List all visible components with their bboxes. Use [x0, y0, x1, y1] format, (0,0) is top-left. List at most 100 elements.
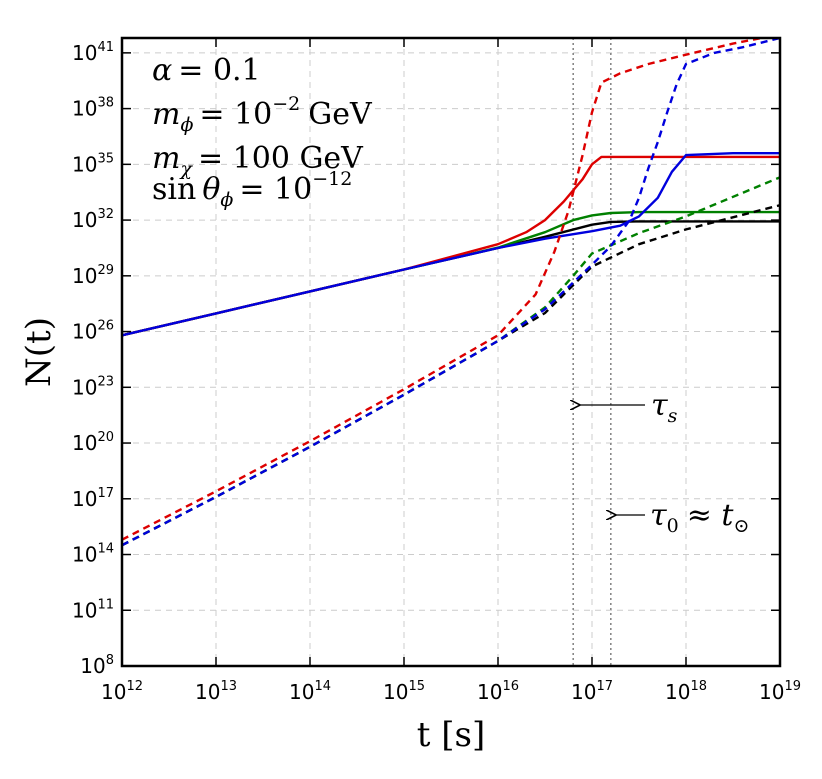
m-phi-equals: = 10: [199, 97, 272, 132]
m-phi-symbol: m: [152, 97, 180, 132]
plot-background: [122, 38, 780, 666]
y-tick-label: 1011: [72, 597, 114, 622]
tau-s-subscript: s: [668, 405, 678, 427]
x-tick-exponent: 12: [126, 679, 143, 694]
x-tick-base: 10: [665, 680, 690, 704]
y-tick-base: 10: [72, 431, 97, 455]
y-tick-base: 10: [72, 152, 97, 176]
x-tick-label: 1018: [665, 679, 707, 704]
x-tick-exponent: 14: [314, 679, 331, 694]
m-chi-subscript: χ: [178, 158, 193, 180]
series-line-green-dashed: [122, 176, 780, 547]
x-tick-exponent: 15: [408, 679, 425, 694]
x-tick-label: 1012: [101, 679, 143, 704]
x-tick-label: 1014: [289, 679, 331, 704]
x-tick-base: 10: [101, 680, 126, 704]
y-tick-label: 1020: [72, 430, 114, 455]
x-tick-exponent: 19: [784, 679, 801, 694]
annotation-m-chi: mχ = 100 GeV: [152, 141, 364, 180]
y-tick-base: 10: [80, 654, 105, 678]
y-tick-exponent: 38: [97, 96, 114, 111]
y-tick-exponent: 11: [97, 597, 114, 612]
y-tick-base: 10: [72, 264, 97, 288]
x-tick-label: 1015: [383, 679, 425, 704]
tau-0-subscript: 0: [667, 515, 679, 537]
x-tick-base: 10: [477, 680, 502, 704]
annotation-tau-s: τs: [651, 388, 678, 427]
y-tick-exponent: 8: [106, 653, 114, 668]
y-tick-base: 10: [72, 543, 97, 567]
tau-0-symbol: τ: [650, 498, 667, 533]
m-phi-unit: GeV: [308, 97, 373, 132]
x-tick-label: 1016: [477, 679, 519, 704]
series-line-blue-dashed: [122, 38, 780, 547]
m-chi-symbol: m: [152, 141, 180, 176]
y-tick-base: 10: [72, 97, 97, 121]
y-tick-exponent: 32: [97, 207, 114, 222]
tau-0-sun-subscript: ⊙: [733, 515, 749, 537]
annotation-sin-theta: sin θϕ = 10−12: [152, 168, 352, 211]
sin-theta-exponent: −12: [312, 168, 352, 190]
y-tick-label: 108: [80, 653, 114, 678]
series-line-blue-solid: [122, 151, 780, 337]
y-tick-exponent: 14: [97, 542, 114, 557]
y-tick-exponent: 23: [97, 374, 114, 389]
y-tick-exponent: 26: [97, 319, 114, 334]
series-group: [122, 38, 780, 547]
m-phi-exponent: −2: [272, 93, 300, 115]
alpha-value: = 0.1: [178, 53, 260, 88]
theta-symbol: θ: [202, 172, 220, 207]
x-tick-label: 1013: [195, 679, 237, 704]
x-tick-base: 10: [289, 680, 314, 704]
x-tick-base: 10: [383, 680, 408, 704]
x-tick-exponent: 17: [596, 679, 613, 694]
x-tick-exponent: 18: [690, 679, 707, 694]
annotation-alpha: α = 0.1: [152, 53, 261, 88]
y-axis-ticks: 1081011101410171020102310261029103210351…: [72, 40, 780, 678]
y-tick-base: 10: [72, 41, 97, 65]
sin-theta-equals: = 10: [239, 172, 312, 207]
y-tick-label: 1041: [72, 40, 114, 65]
theta-subscript: ϕ: [220, 189, 233, 211]
x-tick-exponent: 13: [220, 679, 237, 694]
y-tick-base: 10: [72, 487, 97, 511]
y-tick-label: 1026: [72, 319, 114, 344]
y-tick-exponent: 29: [97, 263, 114, 278]
y-tick-label: 1029: [72, 263, 114, 288]
m-chi-value: = 100 GeV: [198, 141, 364, 176]
sin-function: sin: [152, 172, 196, 207]
y-tick-exponent: 35: [97, 151, 114, 166]
grid: [122, 38, 780, 666]
y-tick-base: 10: [72, 598, 97, 622]
y-tick-exponent: 17: [97, 486, 114, 501]
series-line-red-dashed: [122, 38, 768, 541]
annotation-m-phi: mϕ = 10−2 GeV: [152, 93, 373, 136]
y-tick-label: 1035: [72, 151, 114, 176]
y-axis-label: N(t): [19, 317, 59, 387]
x-tick-base: 10: [759, 680, 784, 704]
tau-0-approx: ≈ t: [687, 498, 735, 533]
x-tick-label: 1017: [571, 679, 613, 704]
m-phi-subscript: ϕ: [180, 114, 193, 136]
tau-s-symbol: τ: [651, 388, 668, 423]
x-tick-base: 10: [571, 680, 596, 704]
y-tick-base: 10: [72, 320, 97, 344]
plot-frame: [120, 36, 782, 668]
y-tick-base: 10: [72, 375, 97, 399]
x-tick-exponent: 16: [502, 679, 519, 694]
x-tick-base: 10: [195, 680, 220, 704]
y-tick-label: 1014: [72, 542, 114, 567]
x-tick-label: 1019: [759, 679, 801, 704]
annotation-tau-0: τ0 ≈ t⊙: [650, 498, 749, 537]
y-tick-label: 1038: [72, 96, 114, 121]
alpha-symbol: α: [152, 53, 172, 88]
y-tick-base: 10: [72, 208, 97, 232]
x-axis-label: t [s]: [417, 715, 485, 755]
x-axis-ticks: 1012 1013 1014 1015 1016 1017 1018 1019: [101, 38, 801, 704]
y-tick-label: 1023: [72, 374, 114, 399]
y-tick-label: 1017: [72, 486, 114, 511]
y-tick-exponent: 41: [97, 40, 114, 55]
y-tick-label: 1032: [72, 207, 114, 232]
y-tick-exponent: 20: [97, 430, 114, 445]
